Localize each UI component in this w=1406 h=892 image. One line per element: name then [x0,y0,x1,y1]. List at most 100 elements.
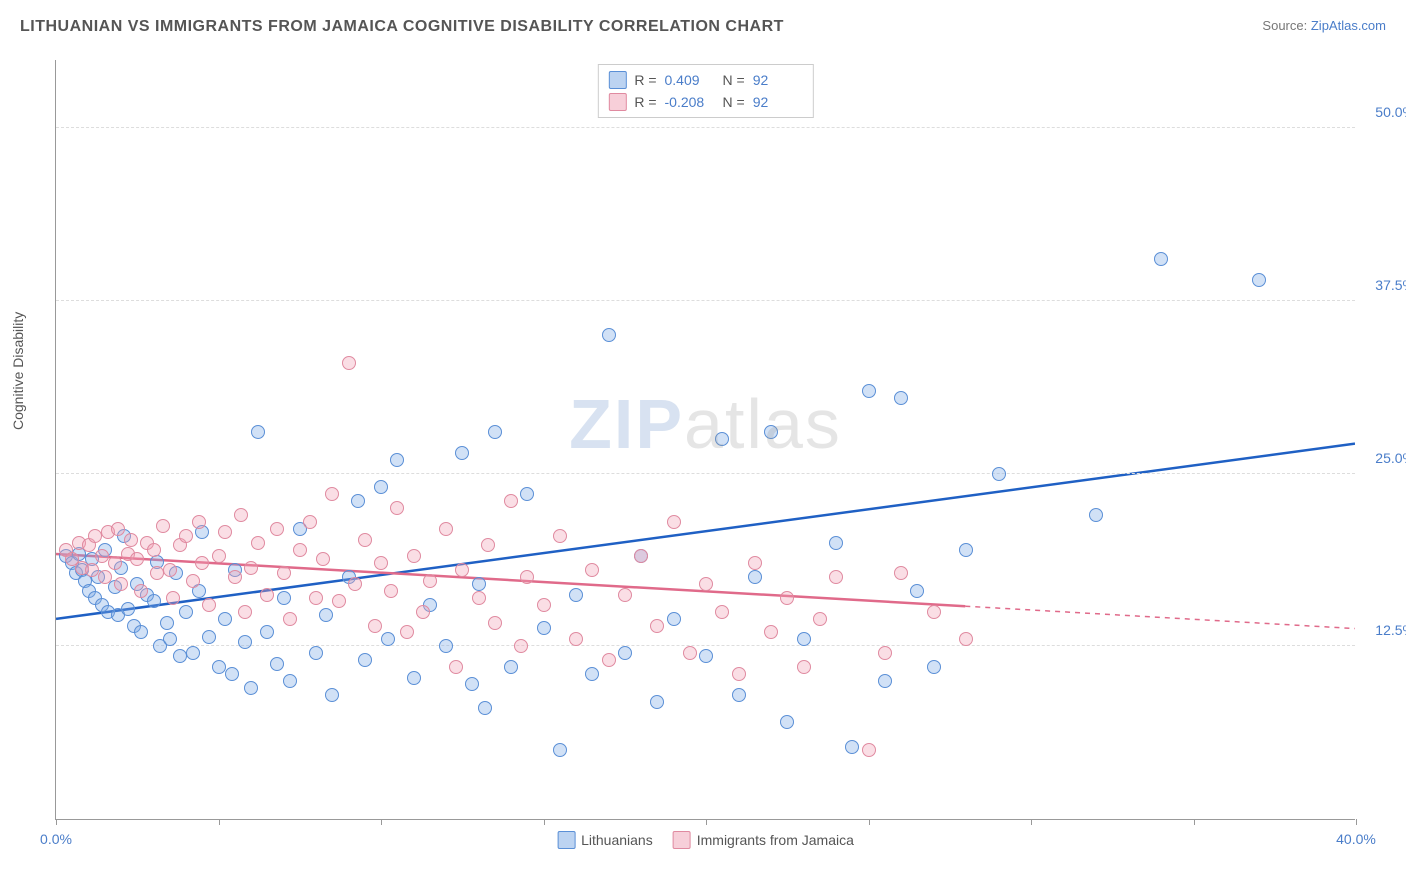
swatch-blue-icon [608,71,626,89]
scatter-point [472,591,486,605]
scatter-point [309,591,323,605]
scatter-point [173,649,187,663]
scatter-point [163,563,177,577]
scatter-point [894,391,908,405]
scatter-point [179,529,193,543]
scatter-point [416,605,430,619]
scatter-point [602,653,616,667]
scatter-point [813,612,827,626]
scatter-point [797,632,811,646]
scatter-point [358,533,372,547]
scatter-point [465,677,479,691]
scatter-point [748,556,762,570]
scatter-point [602,328,616,342]
scatter-point [163,632,177,646]
scatter-point [277,591,291,605]
scatter-point [537,621,551,635]
gridline [56,300,1355,301]
scatter-point [251,425,265,439]
scatter-point [520,570,534,584]
swatch-blue-icon [557,831,575,849]
swatch-pink-icon [673,831,691,849]
scatter-point [732,667,746,681]
scatter-point [319,608,333,622]
legend-row-lithuanians: R = 0.409 N = 92 [608,69,802,91]
source-label: Source: [1262,18,1307,33]
scatter-point [260,588,274,602]
x-tick [869,819,870,825]
legend-item-lithuanians: Lithuanians [557,831,653,849]
scatter-point [481,538,495,552]
x-tick [56,819,57,825]
scatter-point [121,602,135,616]
scatter-point [150,566,164,580]
scatter-point [520,487,534,501]
scatter-point [845,740,859,754]
source-link[interactable]: ZipAtlas.com [1311,18,1386,33]
scatter-point [894,566,908,580]
scatter-point [234,508,248,522]
scatter-point [992,467,1006,481]
n-value-blue: 92 [753,72,803,88]
scatter-point [124,533,138,547]
gridline [56,645,1355,646]
scatter-point [732,688,746,702]
x-tick [1194,819,1195,825]
scatter-point [186,574,200,588]
scatter-point [244,561,258,575]
scatter-point [342,356,356,370]
scatter-point [715,605,729,619]
scatter-point [351,494,365,508]
scatter-point [829,536,843,550]
scatter-point [667,515,681,529]
r-value-pink: -0.208 [665,94,715,110]
scatter-point [439,522,453,536]
scatter-point [303,515,317,529]
scatter-point [390,453,404,467]
scatter-point [959,632,973,646]
scatter-point [569,632,583,646]
scatter-point [910,584,924,598]
scatter-point [111,522,125,536]
scatter-point [348,577,362,591]
scatter-point [829,570,843,584]
scatter-point [400,625,414,639]
scatter-point [449,660,463,674]
scatter-point [650,619,664,633]
scatter-point [114,577,128,591]
scatter-point [202,598,216,612]
scatter-point [218,525,232,539]
x-tick [706,819,707,825]
scatter-point [218,612,232,626]
scatter-point [585,563,599,577]
scatter-point [407,671,421,685]
scatter-point [504,494,518,508]
scatter-point [472,577,486,591]
scatter-point [283,612,297,626]
scatter-point [683,646,697,660]
scatter-point [1089,508,1103,522]
scatter-point [195,556,209,570]
scatter-point [293,543,307,557]
scatter-point [797,660,811,674]
scatter-point [85,563,99,577]
x-tick-label: 40.0% [1336,831,1376,847]
series-legend: Lithuanians Immigrants from Jamaica [557,831,854,849]
legend-item-jamaica: Immigrants from Jamaica [673,831,854,849]
scatter-point [488,425,502,439]
scatter-point [325,487,339,501]
scatter-point [212,660,226,674]
scatter-point [553,743,567,757]
scatter-point [332,594,346,608]
scatter-point [478,701,492,715]
gridline [56,473,1355,474]
scatter-point [316,552,330,566]
scatter-point [381,632,395,646]
plot-area: ZIPatlas R = 0.409 N = 92 R = -0.208 N =… [55,60,1355,820]
scatter-point [780,715,794,729]
scatter-point [699,577,713,591]
scatter-point [537,598,551,612]
scatter-point [878,674,892,688]
r-label: R = [634,94,656,110]
x-tick [544,819,545,825]
